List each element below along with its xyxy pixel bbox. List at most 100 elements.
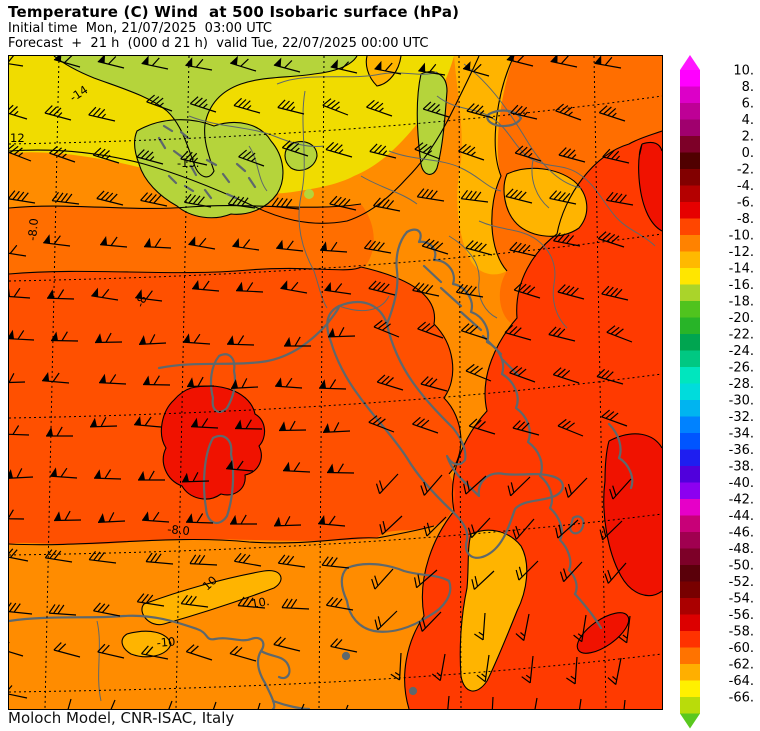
wind-barb xyxy=(320,241,348,253)
wind-barb-flag xyxy=(231,379,238,389)
wind-barb xyxy=(555,519,579,539)
colorbar-tick-label: 8. xyxy=(742,80,754,95)
wind-barb-flag xyxy=(183,333,190,343)
river-po xyxy=(338,295,390,312)
wind-barb xyxy=(379,515,403,535)
colorbar-band xyxy=(680,251,700,269)
wind-barb xyxy=(466,103,494,119)
wind-barb-flag xyxy=(230,56,238,66)
colorbar-band xyxy=(680,136,700,153)
wind-barb xyxy=(418,63,446,76)
wind-barb-flag xyxy=(280,280,288,290)
fill-green-alps-blob xyxy=(134,119,283,218)
colorbar-tick-label: -36. xyxy=(729,443,754,458)
wind-barb xyxy=(53,56,81,68)
wind-barb xyxy=(136,149,164,165)
wind-barb xyxy=(594,56,622,69)
wind-barb xyxy=(552,367,580,384)
wind-barb-flag xyxy=(374,60,382,71)
wind-barb xyxy=(94,332,123,344)
wind-barb xyxy=(374,62,402,75)
wind-barb-flag xyxy=(98,513,105,523)
island-pantelleria xyxy=(341,651,351,661)
wind-barb xyxy=(366,99,393,117)
colorbar-tick-label: -38. xyxy=(729,460,754,475)
colorbar-band xyxy=(680,697,700,714)
wind-barb-flag xyxy=(54,56,62,62)
wind-barb-flag xyxy=(235,419,242,429)
wind-barb xyxy=(136,593,165,607)
wind-barb xyxy=(278,420,307,432)
wind-barb xyxy=(46,426,73,437)
wind-barb xyxy=(180,594,209,608)
colorbar-tick-label: -32. xyxy=(729,410,754,425)
colorbar-band xyxy=(680,235,700,252)
wind-barb-flag xyxy=(594,56,602,65)
wind-barb-flag xyxy=(276,239,284,249)
colorbar-band xyxy=(680,202,700,219)
wind-barb xyxy=(237,596,266,609)
meridian xyxy=(593,56,607,709)
wind-barb xyxy=(96,190,124,206)
wind-barb xyxy=(9,548,29,562)
wind-barb xyxy=(369,143,397,159)
wind-barb xyxy=(110,699,116,709)
colorbar-band xyxy=(680,581,700,599)
wind-barb xyxy=(97,56,125,69)
wind-barb xyxy=(422,101,450,118)
wind-barb-flag xyxy=(418,62,426,72)
colorbar-band xyxy=(680,466,700,483)
wind-barb-flag xyxy=(186,513,193,523)
wind-barb xyxy=(100,236,128,248)
colorbar-tick-label: -56. xyxy=(729,608,754,623)
wind-barb xyxy=(447,695,450,709)
wind-barb xyxy=(462,63,490,77)
wind-barb xyxy=(275,377,303,389)
colorbar-band xyxy=(680,301,700,318)
meridian xyxy=(175,56,190,709)
coast-italy xyxy=(326,301,564,559)
wind-barb xyxy=(233,97,261,114)
wind-barb xyxy=(363,239,392,254)
wind-barb xyxy=(549,190,577,205)
wind-barb-flag xyxy=(135,289,143,299)
colorbar-tick-label: -66. xyxy=(729,691,754,706)
wind-barb xyxy=(9,373,26,384)
colorbar-tick-label: -46. xyxy=(729,526,754,541)
colorbar-tick-label: -58. xyxy=(729,625,754,640)
wind-barb-flag xyxy=(141,56,149,65)
wind-barb-flag xyxy=(550,56,558,63)
colorbar-tick-label: -4. xyxy=(737,179,754,194)
colorbar-tick-label: -8. xyxy=(737,212,754,227)
wind-barb xyxy=(192,280,220,292)
wind-barb-flag xyxy=(134,416,142,426)
colorbar-tick-label: -18. xyxy=(729,295,754,310)
colorbar-band xyxy=(680,499,700,516)
wind-barb xyxy=(185,513,214,524)
colorbar-band xyxy=(680,119,700,137)
wind-barb xyxy=(423,516,447,537)
wind-barb xyxy=(510,104,538,120)
wind-barb xyxy=(598,105,626,122)
wind-barb xyxy=(9,144,32,162)
wind-barb-flag xyxy=(320,241,327,251)
meridian xyxy=(44,56,60,709)
wind-barb xyxy=(9,104,28,120)
wind-barb-flag xyxy=(99,373,106,383)
colorbar-band xyxy=(680,433,700,450)
contour-lines xyxy=(9,56,662,709)
contour-value-label: -10 xyxy=(156,634,176,650)
colorbar-arrow-up xyxy=(680,55,700,70)
wind-barb xyxy=(602,148,630,164)
wind-barb xyxy=(505,188,533,204)
wind-barb xyxy=(301,703,305,709)
wind-barb xyxy=(368,415,395,433)
colorbar-band xyxy=(680,664,700,681)
wind-barb xyxy=(318,379,347,390)
wind-barb xyxy=(326,463,355,474)
island-corsica xyxy=(209,353,237,413)
wind-barb xyxy=(9,287,31,299)
colorbar-band xyxy=(680,680,700,698)
wind-barb-flag xyxy=(192,280,200,290)
